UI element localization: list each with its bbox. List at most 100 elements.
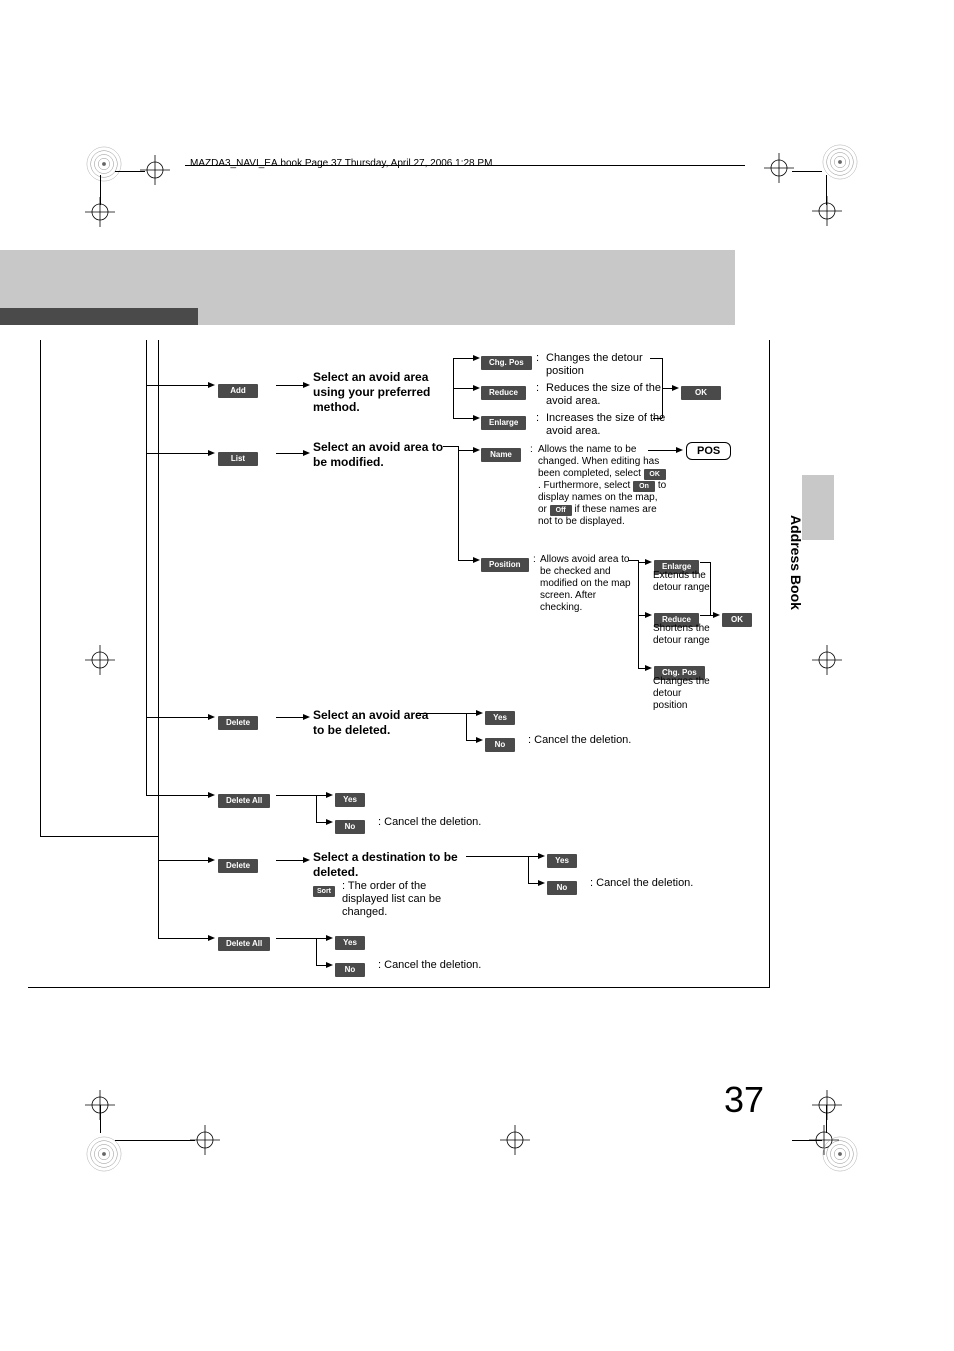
ok-button-inline: OK: [644, 469, 666, 480]
reg-mark-cross-2: [764, 153, 794, 183]
yes-button: Yes: [335, 936, 365, 950]
rule-line: [100, 1105, 101, 1133]
delete-all-button: Delete All: [218, 794, 270, 808]
flowchart-diagram: Add Select an avoid area using your pref…: [28, 340, 768, 990]
connector: [453, 358, 475, 359]
arrow-icon: [208, 935, 215, 941]
no-button: No: [335, 820, 365, 834]
reduce-sub-desc: Shortens the detour range: [653, 623, 713, 647]
arrow-icon: [538, 853, 545, 859]
colon: :: [536, 412, 539, 425]
arrow-icon: [208, 792, 215, 798]
cancel-deletion-text: : Cancel the deletion.: [378, 816, 481, 829]
connector: [416, 713, 466, 714]
branch-line: [528, 856, 529, 884]
arrow-icon: [473, 385, 480, 391]
reg-mark-cross-10: [500, 1125, 530, 1155]
position-desc: Allows avoid area to be checked and modi…: [540, 554, 635, 614]
name-desc-part2: . Furthermore, select: [538, 480, 630, 491]
chg-pos-desc: Changes the detour position: [546, 352, 656, 378]
arrow-icon: [473, 415, 480, 421]
sort-desc: : The order of the displayed list can be…: [342, 880, 462, 919]
page-number: 37: [724, 1079, 764, 1121]
arrow-icon: [208, 382, 215, 388]
no-button: No: [547, 881, 577, 895]
branch-line: [466, 713, 467, 741]
ok-button-sub: OK: [722, 613, 752, 627]
cancel-deletion-text: : Cancel the deletion.: [378, 959, 481, 972]
colon: :: [378, 816, 381, 828]
arrow-icon: [713, 612, 720, 618]
reg-mark-cross-8: [812, 1090, 842, 1120]
connector: [158, 938, 211, 939]
arrow-icon: [473, 557, 480, 563]
rule-line: [115, 171, 145, 172]
on-button-inline: On: [633, 481, 655, 492]
connector: [276, 717, 306, 718]
arrow-icon: [303, 382, 310, 388]
trunk-line-1: [40, 340, 41, 836]
delete-button: Delete: [218, 859, 258, 873]
trunk-line-2: [146, 340, 147, 795]
enlarge-button: Enlarge: [481, 416, 526, 430]
delete-all-button: Delete All: [218, 937, 270, 951]
dest-delete-instruction: Select a destination to be deleted.: [313, 850, 468, 880]
connector: [276, 860, 306, 861]
add-button: Add: [218, 384, 258, 398]
connector: [662, 358, 663, 389]
reg-mark-cross-1: [140, 155, 170, 185]
arrow-icon: [208, 450, 215, 456]
connector: [710, 562, 711, 616]
chg-pos-sub-desc: Changes the detour position: [653, 676, 713, 712]
enlarge-desc: Increases the size of the avoid area.: [546, 412, 666, 438]
cancel-text: Cancel the deletion.: [384, 816, 481, 828]
cancel-deletion-text: : Cancel the deletion.: [590, 877, 693, 890]
arrow-icon: [645, 559, 652, 565]
connector: [662, 388, 663, 418]
connector: [628, 560, 638, 561]
colon: :: [528, 734, 531, 746]
colon: :: [378, 959, 381, 971]
reg-mark-cross-4: [812, 196, 842, 226]
reduce-desc: Reduces the size of the avoid area.: [546, 382, 666, 408]
arrow-icon: [476, 710, 483, 716]
pos-button: POS: [686, 442, 731, 460]
colon: :: [536, 352, 539, 365]
off-button-inline: Off: [550, 505, 572, 516]
colon: :: [533, 554, 536, 566]
colon: :: [590, 877, 593, 889]
rule-line: [826, 175, 827, 205]
connector: [650, 358, 662, 359]
colon: :: [342, 880, 345, 892]
connector: [443, 446, 458, 447]
chg-pos-button: Chg. Pos: [481, 356, 532, 370]
arrow-icon: [303, 714, 310, 720]
ok-button: OK: [681, 386, 721, 400]
reg-mark-bot-right-big: [821, 1135, 859, 1173]
list-instruction: Select an avoid area to be modified.: [313, 440, 453, 470]
rule-line: [792, 171, 822, 172]
arrow-icon: [303, 450, 310, 456]
connector: [466, 856, 528, 857]
cancel-text: Cancel the deletion.: [596, 877, 693, 889]
arrow-icon: [676, 447, 683, 453]
arrow-icon: [326, 819, 333, 825]
arrow-icon: [208, 714, 215, 720]
yes-button: Yes: [485, 711, 515, 725]
connector: [276, 938, 316, 939]
name-desc-part1: Allows the name to be changed. When edit…: [538, 444, 659, 479]
cancel-text: Cancel the deletion.: [534, 734, 631, 746]
reg-mark-top-left-big: [85, 145, 123, 183]
rule-line: [100, 175, 101, 205]
connector: [146, 385, 211, 386]
reduce-button: Reduce: [481, 386, 526, 400]
connector: [700, 562, 710, 563]
branch-line: [316, 795, 317, 823]
connector: [276, 453, 306, 454]
name-button: Name: [481, 448, 521, 462]
connector: [653, 418, 662, 419]
arrow-icon: [473, 447, 480, 453]
branch-line: [316, 938, 317, 966]
arrow-icon: [303, 857, 310, 863]
arrow-icon: [645, 612, 652, 618]
